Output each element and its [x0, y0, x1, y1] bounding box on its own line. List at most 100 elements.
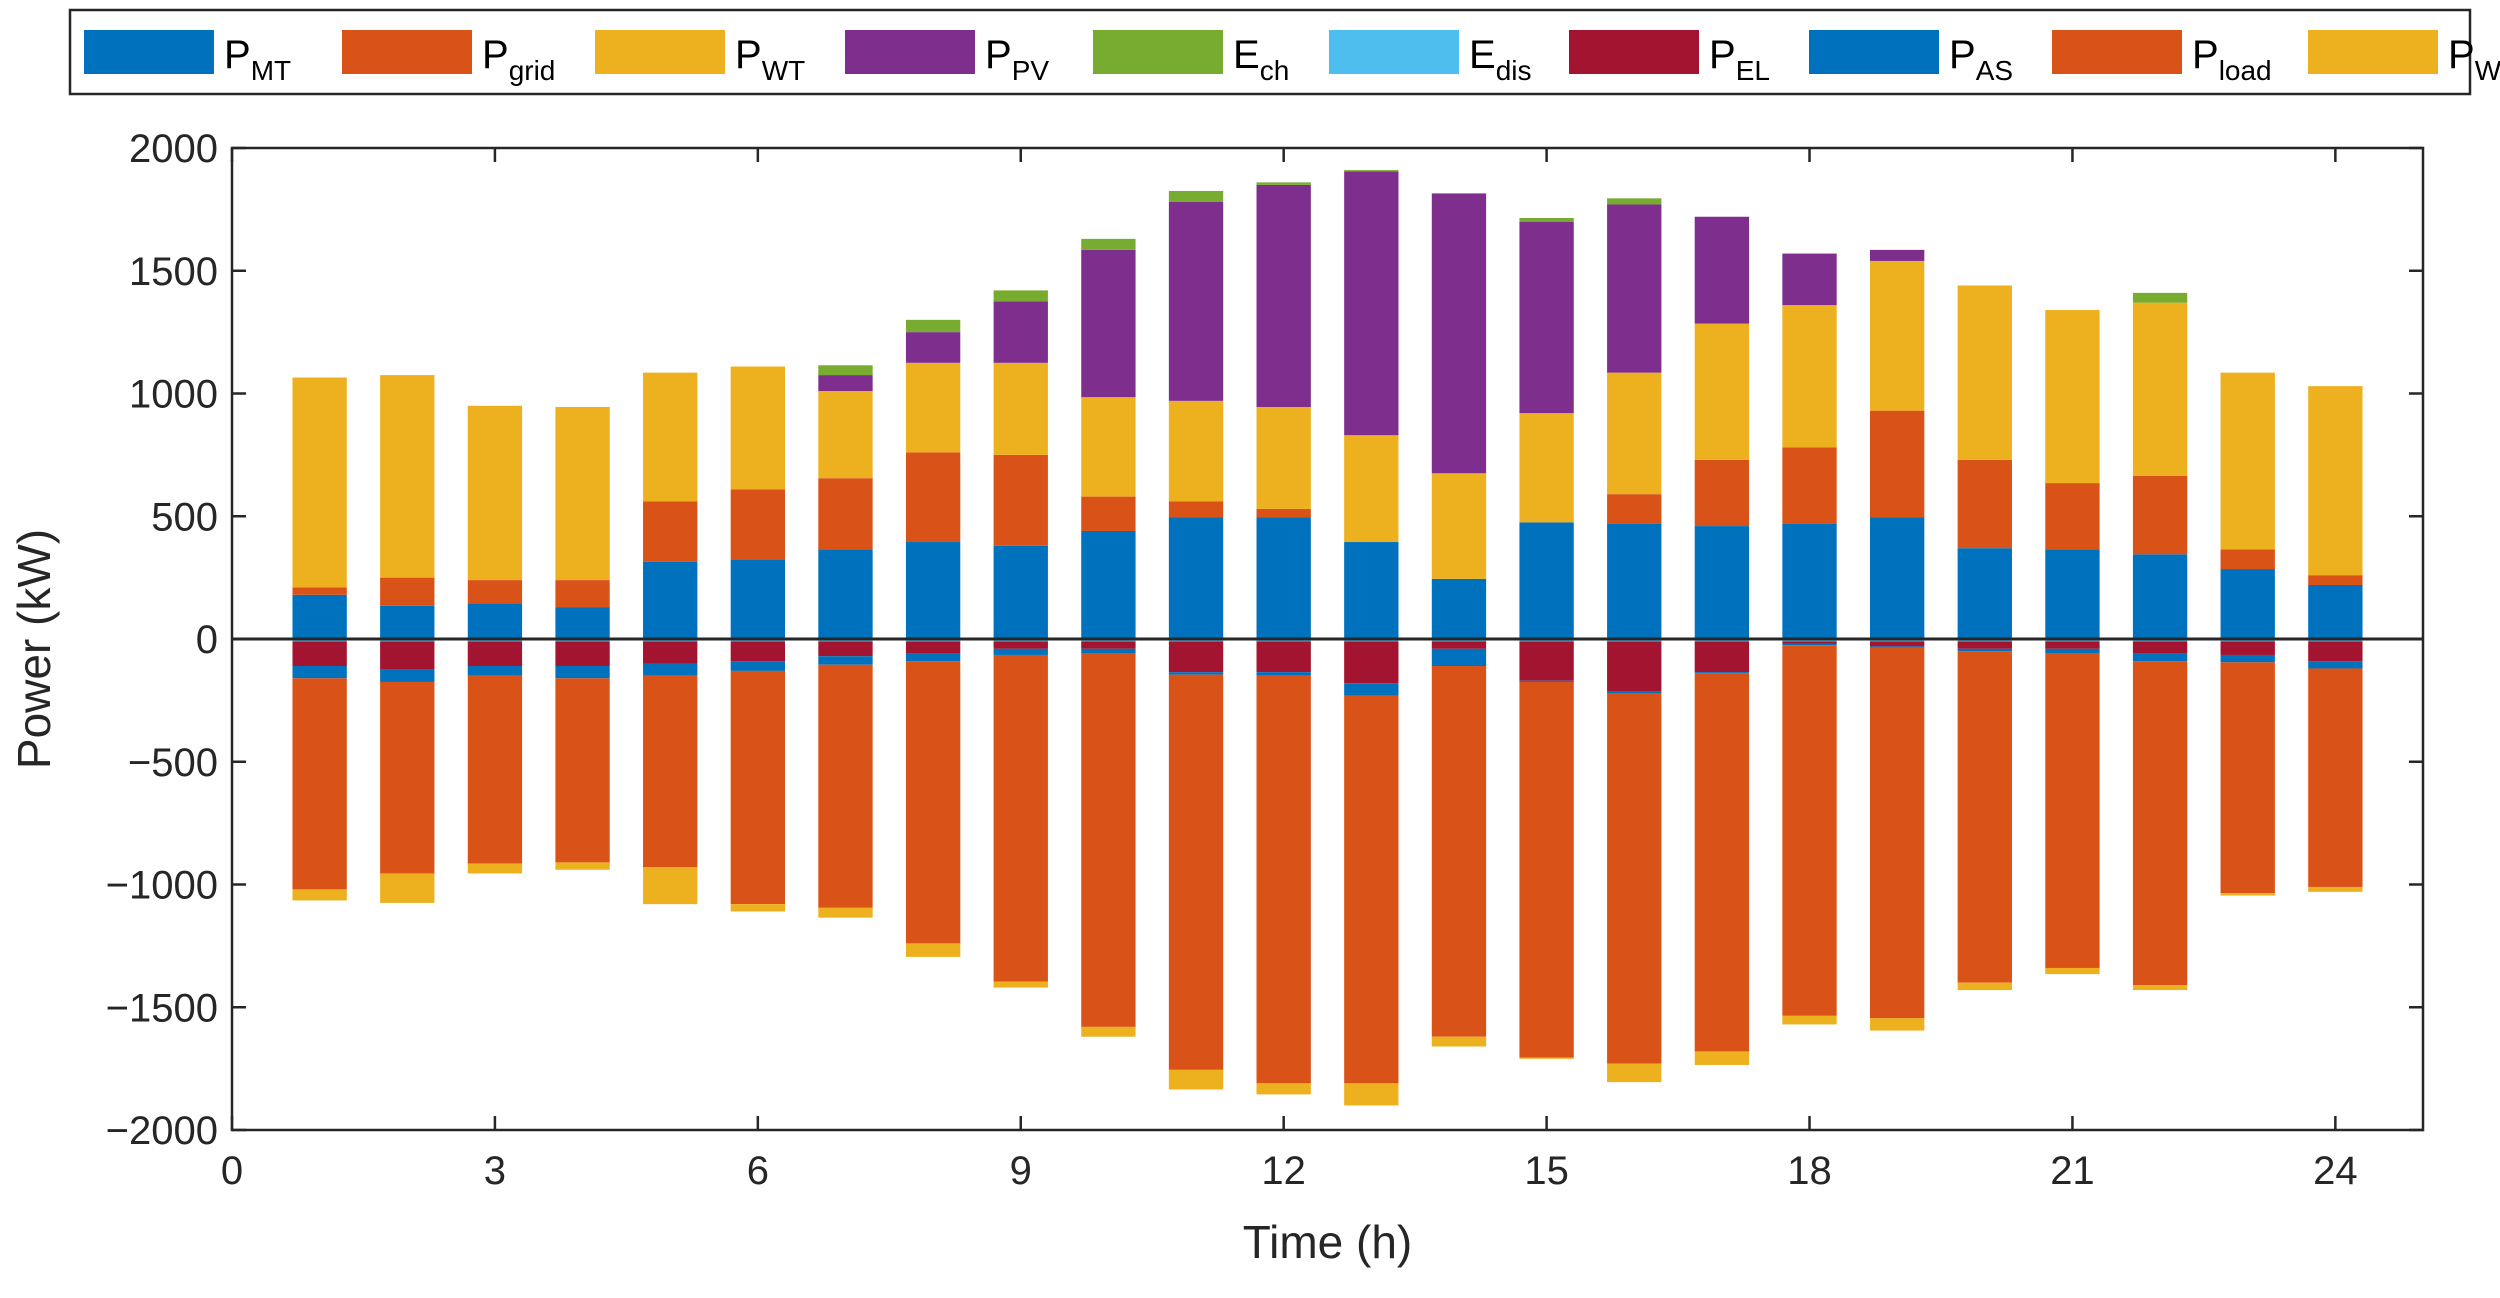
bar-p-wt-t13	[1344, 435, 1399, 543]
bar-p-mt-t9	[993, 545, 1048, 639]
bar-p-wt-t7	[818, 391, 873, 479]
bar-p-load-t15	[1519, 681, 1574, 1058]
bar-p-mt-t14	[1431, 578, 1487, 639]
bar-p-load-t11	[1168, 674, 1224, 1070]
bar-p-pv-t19	[1869, 249, 1925, 261]
bar-p-as-t8	[905, 653, 961, 662]
bar-p-load-t7	[818, 664, 873, 908]
bar-p-mt-t2	[380, 605, 435, 639]
bar-p-as-t9	[993, 648, 1048, 655]
bar-p-wt-t15	[1519, 413, 1574, 523]
bar-p-mt-t21	[2045, 549, 2100, 639]
bar-e-ch-t22	[2132, 292, 2188, 303]
bar-p-el-t14	[1431, 641, 1487, 649]
bar-p-as-t2	[380, 669, 435, 682]
bar-p-as-t20	[1957, 648, 2012, 652]
legend-swatch-e-ch	[1093, 30, 1223, 74]
bar-p-load-t13	[1344, 695, 1399, 1084]
bar-p-mt-t17	[1694, 526, 1750, 639]
bar-p-wt-t9	[993, 362, 1048, 455]
bar-p-mt-t10	[1081, 530, 1136, 639]
y-tick-label: −1000	[106, 864, 218, 908]
bar-e-ch-t9	[993, 290, 1048, 302]
y-tick-label: −1500	[106, 986, 218, 1030]
y-tick-label: 500	[151, 495, 218, 539]
bar-p-wt-t1	[292, 377, 347, 588]
bar-p-mt-t12	[1256, 517, 1311, 639]
bar-p-as-t14	[1431, 648, 1487, 667]
bar-p-as-t15	[1519, 680, 1574, 682]
bar-p-ws-t18	[1782, 1015, 1837, 1025]
bar-p-el-t21	[2045, 641, 2100, 649]
bar-p-el-t1	[292, 641, 347, 667]
y-tick-label: 1500	[129, 250, 218, 294]
bar-p-ws-t3	[467, 863, 523, 874]
bar-p-grid-t16	[1607, 494, 1662, 524]
bar-p-grid-t4	[555, 580, 610, 608]
bar-p-ws-t1	[292, 889, 347, 901]
y-tick-label: −2000	[106, 1109, 218, 1153]
bar-p-grid-t21	[2045, 483, 2100, 550]
x-axis-title: Time (h)	[1243, 1216, 1413, 1268]
bar-p-el-t16	[1607, 641, 1662, 692]
bar-p-ws-t2	[380, 873, 435, 903]
bar-p-load-t12	[1256, 675, 1311, 1084]
bar-p-load-t22	[2132, 661, 2188, 986]
legend-label-subscript: WT	[762, 55, 806, 86]
bar-p-el-t6	[730, 641, 786, 662]
bar-p-ws-t17	[1694, 1051, 1750, 1065]
bar-p-pv-t16	[1607, 204, 1662, 373]
bar-p-ws-t9	[993, 981, 1048, 988]
legend-swatch-p-pv	[845, 30, 975, 74]
bar-p-wt-t8	[905, 362, 961, 453]
y-tick-label: 2000	[129, 127, 218, 171]
bar-p-ws-t12	[1256, 1083, 1311, 1095]
x-axis: 0 3 6 9 12 15 18 21 24	[221, 148, 2358, 1193]
bar-p-pv-t11	[1168, 202, 1224, 401]
bar-p-mt-t20	[1957, 548, 2012, 639]
bar-e-ch-t7	[818, 365, 873, 376]
legend-swatch-p-load	[2052, 30, 2182, 74]
bar-p-el-t12	[1256, 641, 1311, 673]
bar-p-ws-t22	[2132, 985, 2188, 991]
legend-label-subscript: grid	[509, 55, 556, 86]
x-tick-label: 24	[2313, 1149, 2358, 1193]
bar-p-pv-t12	[1256, 184, 1311, 408]
bar-p-as-t24	[2308, 661, 2363, 669]
bar-p-ws-t24	[2308, 886, 2363, 892]
bar-p-load-t4	[555, 678, 610, 863]
bar-p-el-t7	[818, 641, 873, 657]
legend-label-subscript: ch	[1260, 55, 1290, 86]
x-tick-label: 18	[1787, 1149, 1832, 1193]
legend-swatch-p-ws	[2308, 30, 2438, 74]
bar-p-pv-t15	[1519, 221, 1574, 414]
bar-p-wt-t12	[1256, 407, 1311, 509]
bar-p-grid-t5	[643, 501, 698, 562]
bar-p-load-t1	[292, 678, 347, 890]
bar-p-wt-t21	[2045, 310, 2100, 484]
bar-p-as-t11	[1168, 672, 1224, 675]
bar-p-pv-t13	[1344, 171, 1399, 436]
bar-p-mt-t18	[1782, 523, 1837, 639]
bar-p-mt-t13	[1344, 542, 1399, 639]
bar-p-as-t7	[818, 656, 873, 665]
bar-p-as-t16	[1607, 691, 1662, 694]
bar-p-grid-t24	[2308, 575, 2363, 585]
bar-p-load-t18	[1782, 645, 1837, 1016]
bar-p-el-t15	[1519, 641, 1574, 681]
legend-label-subscript: MT	[251, 55, 291, 86]
bar-p-el-t10	[1081, 641, 1136, 649]
x-tick-label: 3	[484, 1149, 506, 1193]
bar-e-ch-t11	[1168, 190, 1224, 203]
y-tick-label: −500	[128, 741, 218, 785]
bar-p-grid-t2	[380, 577, 435, 606]
bar-p-grid-t1	[292, 587, 347, 595]
bar-p-ws-t14	[1431, 1036, 1487, 1047]
bar-p-grid-t19	[1869, 410, 1925, 518]
bar-stacks	[292, 170, 2363, 1106]
bar-p-mt-t7	[818, 549, 873, 639]
bar-p-wt-t16	[1607, 372, 1662, 495]
bar-p-load-t8	[905, 661, 961, 944]
bar-p-ws-t19	[1869, 1018, 1925, 1031]
legend-label-subscript: EL	[1736, 55, 1770, 86]
